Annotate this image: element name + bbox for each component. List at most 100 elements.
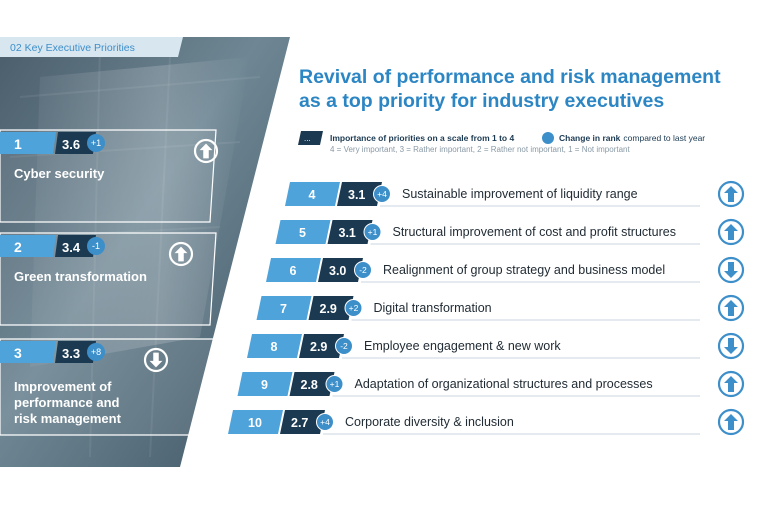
priority-label: Cyber security <box>14 166 105 181</box>
importance-score: 3.1 <box>339 226 356 240</box>
priority-row: 5 3.1 +1 Structural improvement of cost and… <box>275 218 745 246</box>
score-box <box>318 258 363 282</box>
score-box <box>55 235 96 257</box>
trend-arrow-down-icon <box>717 332 745 360</box>
trend-arrow <box>149 352 163 368</box>
card-frame <box>0 338 217 436</box>
trend-arrow <box>724 300 738 316</box>
change-in-rank: +1 <box>91 138 101 148</box>
change-in-rank: +8 <box>91 347 101 357</box>
score-box <box>337 182 382 206</box>
trend-arrow-up-icon <box>168 241 194 267</box>
trend-circle <box>168 241 194 267</box>
trend-arrow-down-icon <box>717 256 745 284</box>
trend-arrow-up-icon <box>717 294 745 322</box>
trend-arrow <box>724 338 738 354</box>
featured-priority-card: 1 3.6 +1 Cyber security <box>0 129 219 223</box>
rank-box <box>285 182 340 206</box>
trend-circle <box>193 138 219 164</box>
change-badge <box>373 185 391 203</box>
importance-score: 3.1 <box>348 188 365 202</box>
card-frame <box>0 129 217 223</box>
importance-score: 2.9 <box>320 302 337 316</box>
header-tab-text: 02 Key Executive Priorities <box>10 42 135 54</box>
trend-arrow-up-icon <box>717 180 745 208</box>
change-badge <box>87 237 105 255</box>
trend-circle <box>143 347 169 373</box>
importance-score: 3.6 <box>62 137 80 152</box>
featured-priority-card: 2 3.4 -1 Green transformation <box>0 232 217 326</box>
trend-arrow <box>724 186 738 202</box>
priority-label: Corporate diversity & inclusion <box>345 415 514 429</box>
importance-score: 2.8 <box>301 378 318 392</box>
trend-arrow <box>724 262 738 278</box>
change-in-rank: +2 <box>349 303 359 313</box>
header-tab-bg <box>0 37 183 57</box>
priority-row: 9 2.8 +1 Adaptation of organizational struc… <box>237 370 745 398</box>
trend-arrow-up-icon <box>193 138 219 164</box>
card-frame <box>0 232 217 326</box>
rank-box <box>275 220 331 244</box>
priority-label-line: performance and <box>14 395 120 410</box>
change-badge <box>87 343 105 361</box>
rank-box <box>266 258 321 282</box>
rank-box <box>247 334 302 358</box>
score-box <box>299 334 344 358</box>
priority-label: Sustainable improvement of liquidity ran… <box>402 187 638 201</box>
trend-arrow-up-icon <box>717 408 745 436</box>
priority-label: Structural improvement of cost and profi… <box>393 225 676 239</box>
change-badge <box>316 413 334 431</box>
importance-score: 3.4 <box>62 240 81 255</box>
change-badge <box>335 337 353 355</box>
trend-arrow-up-icon <box>717 218 745 246</box>
legend-importance-label: Importance of priorities on a scale from… <box>330 133 514 143</box>
rank-box <box>256 296 312 320</box>
priority-label: Adaptation of organizational structures … <box>355 377 653 391</box>
legend-ellipsis: ... <box>304 134 311 143</box>
priority-label-line: Improvement of <box>14 379 112 394</box>
priority-rows: 1 3.6 +1 Cyber security 2 3.4 -1 Green transfor… <box>0 129 745 436</box>
legend-importance-swatch <box>298 131 323 145</box>
score-box <box>289 372 335 396</box>
slide: 02 Key Executive Priorities Revival of p… <box>0 37 760 467</box>
priority-label: Digital transformation <box>374 301 492 315</box>
rank-number: 7 <box>280 302 287 316</box>
importance-score: 2.9 <box>310 340 327 354</box>
score-box <box>55 132 96 154</box>
legend-change-dot <box>542 132 554 144</box>
priority-label: Realignment of group strategy and busine… <box>383 263 665 277</box>
priority-label: Employee engagement & new work <box>364 339 561 353</box>
legend-scale-note: 4 = Very important, 3 = Rather important… <box>330 145 630 154</box>
priority-row: 10 2.7 +4 Corporate diversity & inclusion <box>228 408 745 436</box>
rank-number: 4 <box>309 188 316 202</box>
change-badge <box>363 223 382 241</box>
change-badge <box>354 261 372 279</box>
priority-row: 4 3.1 +4 Sustainable improvement of liquidi… <box>285 180 745 208</box>
change-badge <box>344 299 363 317</box>
score-box <box>280 410 325 434</box>
rank-number: 8 <box>271 340 278 354</box>
priority-label-line: risk management <box>14 411 122 426</box>
change-badge <box>325 375 344 393</box>
priority-row: 7 2.9 +2 Digital transformation <box>256 294 745 322</box>
rank-number: 10 <box>248 416 262 430</box>
change-in-rank: -1 <box>92 241 100 251</box>
score-box <box>327 220 373 244</box>
trend-arrow <box>174 246 188 262</box>
rank-number: 5 <box>299 226 306 240</box>
score-box <box>308 296 354 320</box>
title-line-1: Revival of performance and risk manageme… <box>299 66 721 88</box>
change-in-rank: +4 <box>377 189 387 199</box>
rank-number: 6 <box>290 264 297 278</box>
rank-box <box>0 132 56 154</box>
importance-score: 3.0 <box>329 264 346 278</box>
change-in-rank: -2 <box>340 341 348 351</box>
priorities-chart: 02 Key Executive Priorities Revival of p… <box>0 37 745 467</box>
change-in-rank: -2 <box>359 265 367 275</box>
rank-box <box>228 410 283 434</box>
rank-number: 2 <box>14 239 22 255</box>
priority-row: 6 3.0 -2 Realignment of group strategy and … <box>266 256 745 284</box>
rank-number: 9 <box>261 378 268 392</box>
importance-score: 2.7 <box>291 416 308 430</box>
